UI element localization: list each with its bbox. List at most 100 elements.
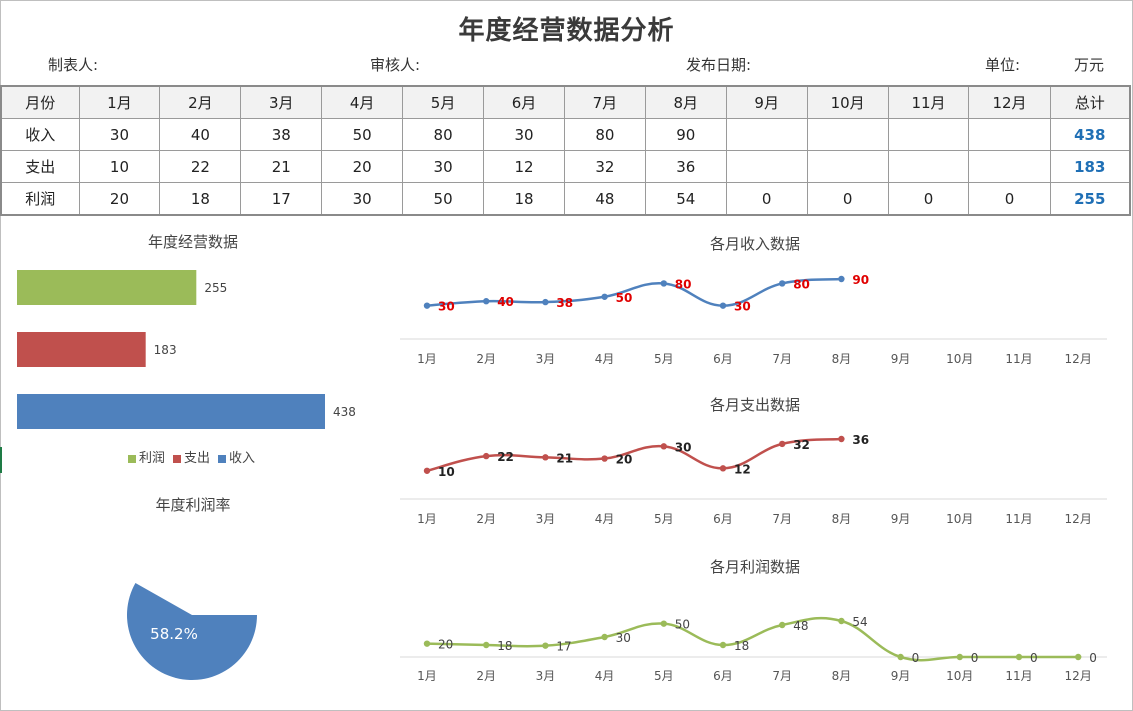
data-point [838, 617, 845, 625]
x-tick-label: 3月 [536, 669, 556, 683]
data-point [897, 653, 904, 661]
table-cell [806, 150, 889, 183]
x-tick-label: 11月 [1005, 352, 1032, 366]
income-line-chart: 1月 2月 3月 4月 5月 6月 7月 8月 9月 10月 11月 12月 30 40 38 50 80 30 8… [400, 273, 1107, 366]
x-tick-label: 9月 [891, 669, 911, 683]
data-point [838, 275, 845, 283]
page-title: 年度经营数据分析 [458, 16, 675, 46]
row-total: 255 [1049, 182, 1131, 216]
column-header: 4月 [321, 85, 404, 119]
column-header: 8月 [644, 85, 727, 119]
table-cell: 0 [887, 182, 970, 216]
bar-value-label: 255 [204, 281, 227, 295]
data-label: 30 [734, 300, 751, 314]
table-cell: 0 [725, 182, 808, 216]
table-cell: 80 [402, 118, 485, 151]
column-header: 12月 [968, 85, 1051, 119]
unit-label: 单位: [985, 56, 1021, 74]
x-tick-label: 9月 [891, 352, 911, 366]
data-point [660, 443, 667, 450]
column-header: 5月 [402, 85, 485, 119]
data-label: 38 [556, 296, 573, 310]
data-point [601, 455, 608, 462]
x-tick-label: 12月 [1065, 512, 1092, 526]
x-tick-label: 4月 [595, 512, 615, 526]
table-cell: 30 [78, 118, 161, 151]
x-tick-label: 1月 [417, 512, 437, 526]
data-label: 0 [1030, 651, 1038, 665]
data-label: 22 [497, 450, 514, 464]
data-label: 21 [556, 451, 573, 465]
data-table: 月份 1月 2月 3月 4月 5月 6月 7月 8月 9月 10月 11月 12月 总计 收入 30 40 38… [0, 85, 1131, 216]
row-label: 收入 [0, 118, 80, 151]
data-point [601, 293, 608, 300]
table-cell: 0 [968, 182, 1051, 216]
x-tick-label: 1月 [417, 352, 437, 366]
x-tick-label: 6月 [713, 669, 733, 683]
table-cell: 20 [78, 182, 161, 216]
data-label: 90 [852, 273, 869, 287]
data-point [423, 467, 431, 474]
data-point [601, 633, 608, 641]
table-cell: 22 [159, 150, 242, 183]
bar-value-label: 438 [333, 405, 356, 419]
column-header: 总计 [1049, 85, 1131, 119]
x-tick-label: 10月 [946, 352, 973, 366]
x-tick-label: 11月 [1005, 512, 1032, 526]
table-cell [887, 118, 970, 151]
data-label: 54 [852, 615, 867, 629]
table-cell [806, 118, 889, 151]
table-cell: 17 [240, 182, 323, 216]
date-label: 发布日期: [686, 56, 752, 74]
x-tick-label: 5月 [654, 669, 674, 683]
data-point [779, 621, 786, 629]
x-tick-label: 10月 [946, 669, 973, 683]
table-cell [968, 118, 1051, 151]
data-point [483, 298, 490, 305]
table-cell [968, 150, 1051, 183]
table-cell [725, 118, 808, 151]
x-tick-label: 12月 [1065, 352, 1092, 366]
x-tick-label: 4月 [595, 669, 615, 683]
data-label: 17 [556, 640, 571, 654]
profit-chart-title: 各月利润数据 [709, 558, 800, 576]
data-point [1015, 653, 1023, 661]
x-tick-label: 9月 [891, 512, 911, 526]
table-cell: 30 [402, 150, 485, 183]
x-tick-label: 8月 [832, 669, 852, 683]
data-point [423, 640, 431, 647]
x-tick-label: 2月 [476, 352, 496, 366]
column-header: 6月 [483, 85, 565, 119]
data-label: 18 [734, 639, 749, 653]
data-point [719, 465, 727, 472]
table-cell: 40 [159, 118, 242, 151]
data-point [660, 620, 667, 627]
x-tick-label: 8月 [832, 512, 852, 526]
x-tick-label: 2月 [476, 512, 496, 526]
table-cell: 90 [644, 118, 727, 151]
x-tick-label: 10月 [946, 512, 973, 526]
table-cell: 32 [563, 150, 646, 183]
maker-label: 制表人: [48, 56, 99, 74]
table-cell [725, 150, 808, 183]
x-tick-label: 7月 [772, 512, 792, 526]
bar [17, 332, 146, 367]
table-cell: 18 [483, 182, 565, 216]
table-cell: 0 [806, 182, 889, 216]
column-header: 月份 [0, 85, 80, 119]
data-label: 0 [1089, 651, 1097, 665]
x-tick-label: 2月 [476, 669, 496, 683]
legend-item-profit: 利润 [128, 447, 165, 466]
column-header: 3月 [240, 85, 323, 119]
data-point [660, 280, 667, 287]
data-point [542, 298, 549, 306]
row-total: 438 [1049, 118, 1131, 151]
expense-chart-title: 各月支出数据 [709, 396, 800, 414]
data-label: 0 [912, 651, 920, 665]
data-label: 30 [675, 440, 692, 454]
x-tick-label: 5月 [654, 512, 674, 526]
pie-slice [127, 582, 257, 680]
data-point [719, 641, 727, 649]
data-label: 30 [616, 631, 631, 645]
data-point [956, 653, 963, 661]
